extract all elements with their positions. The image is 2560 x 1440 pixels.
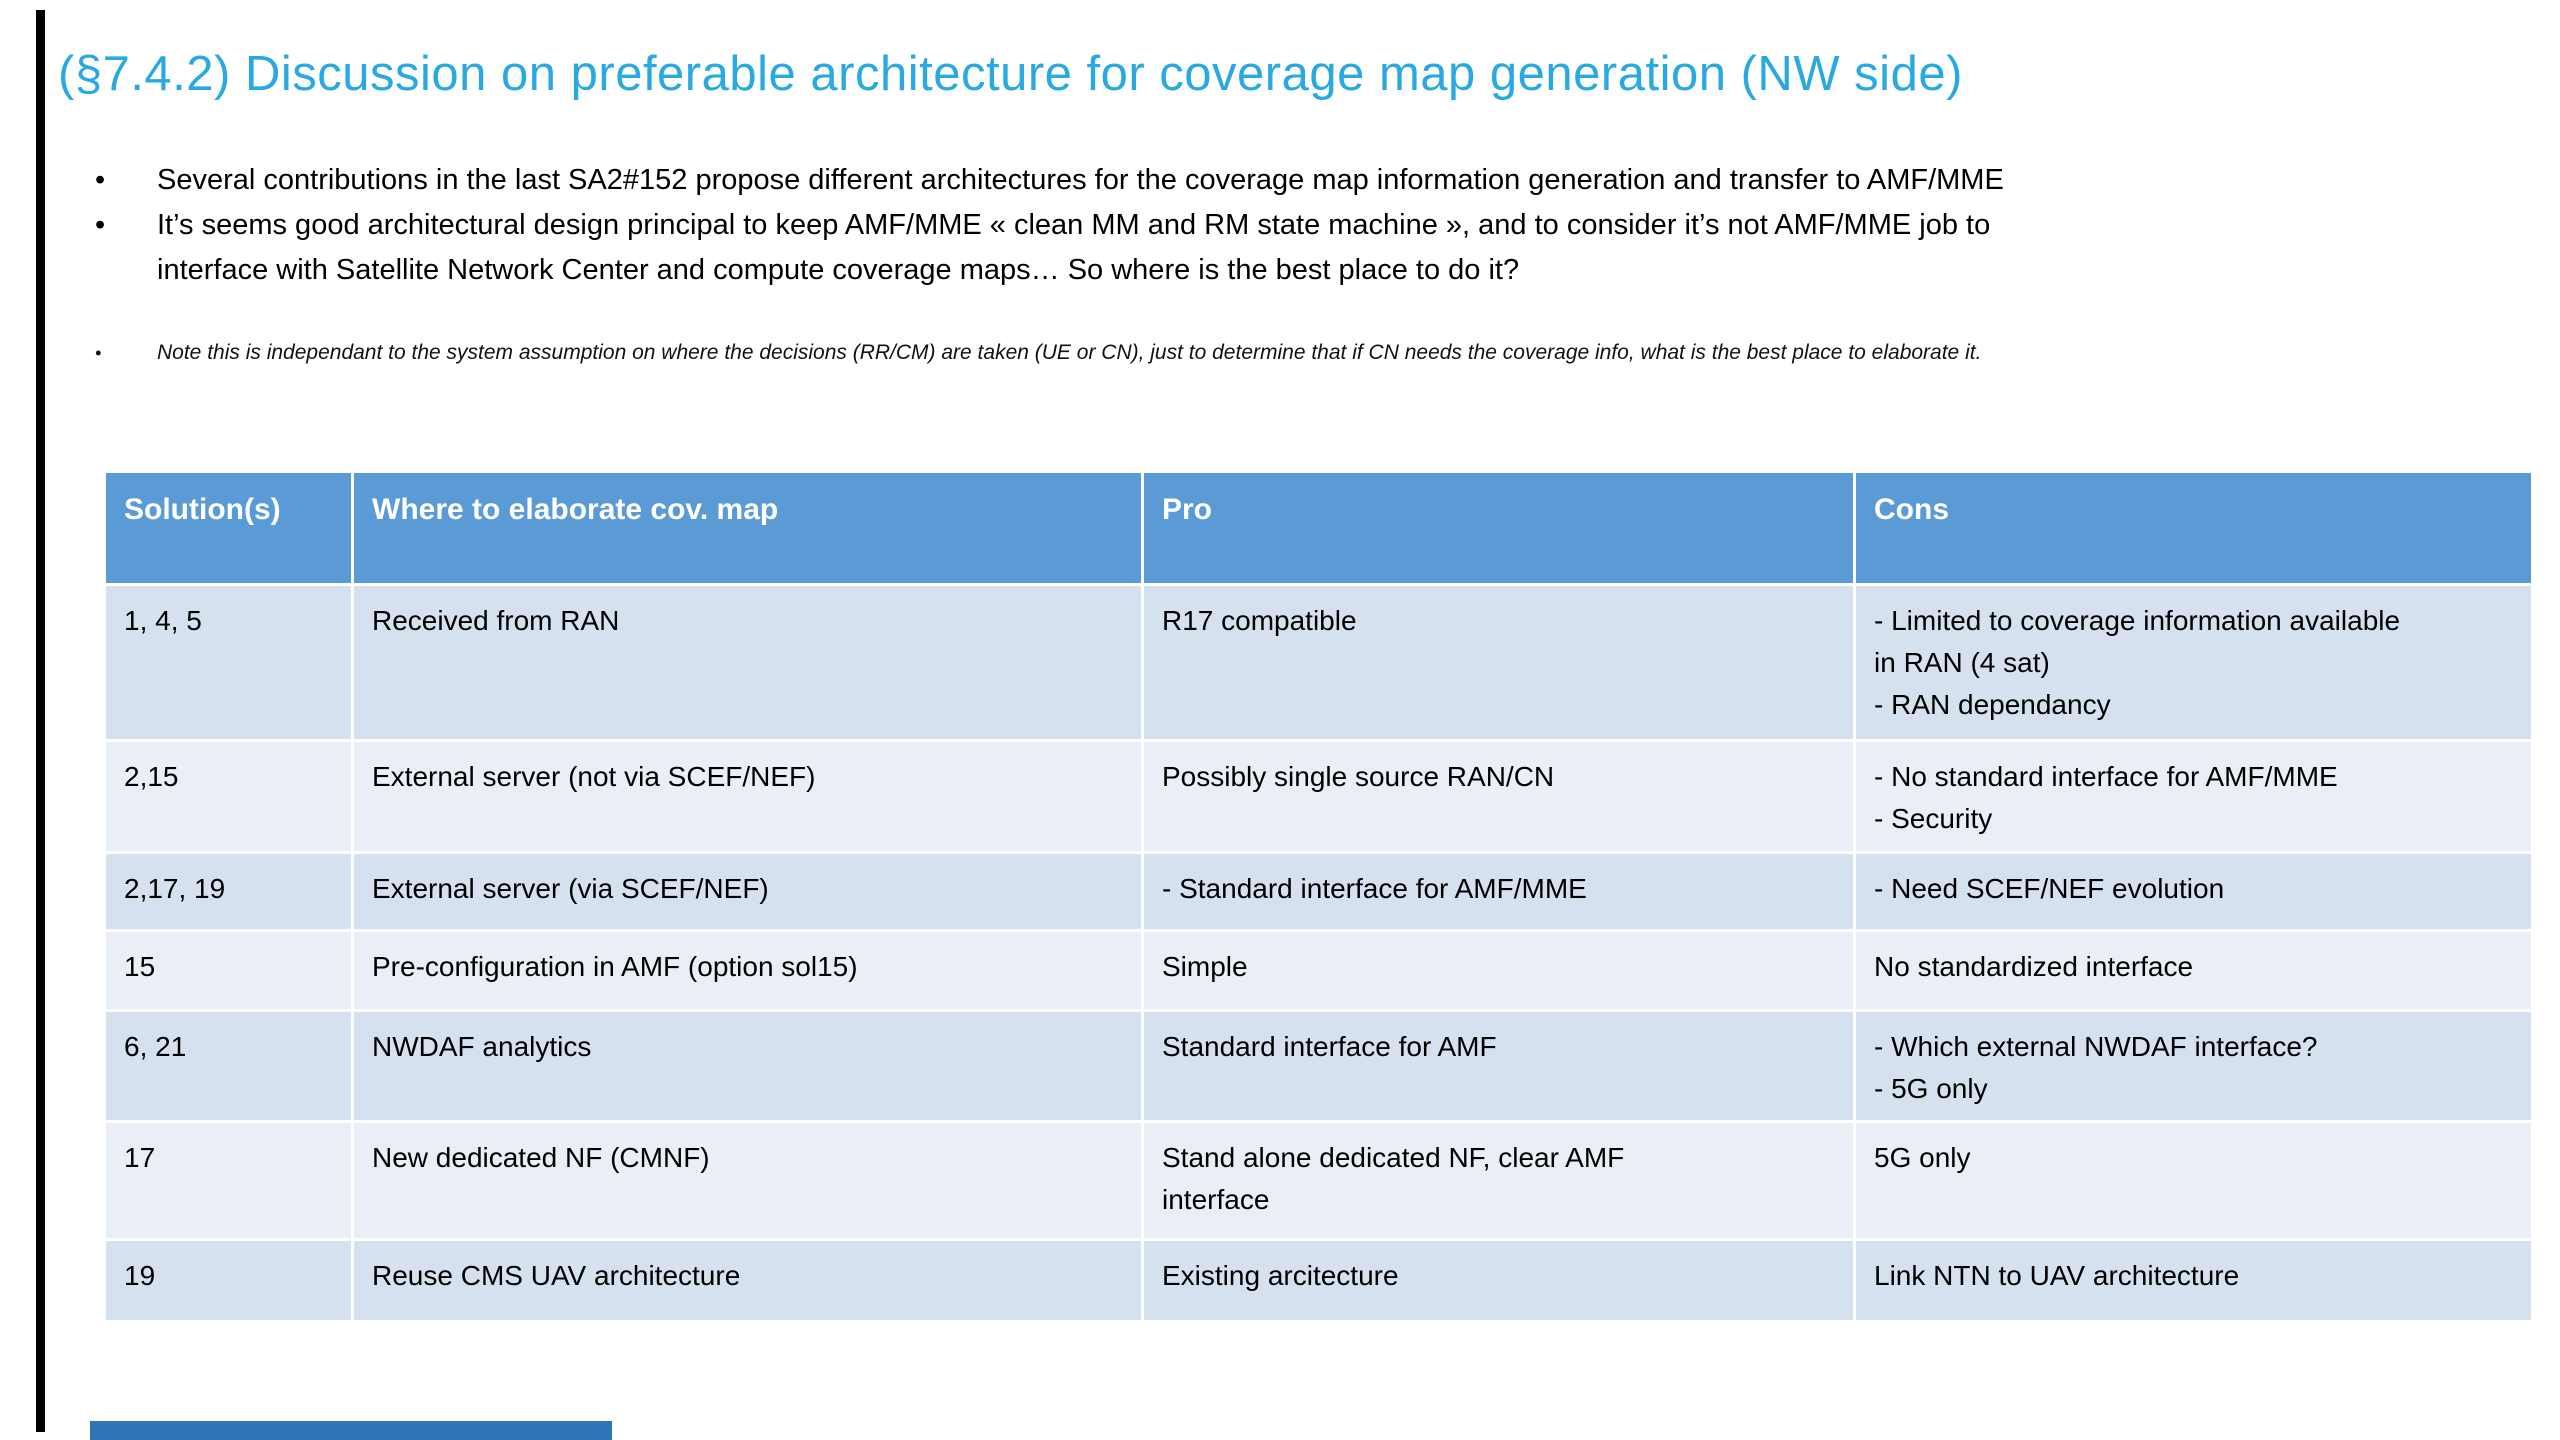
page-title: (§7.4.2) Discussion on preferable archit…	[58, 47, 1963, 101]
cell-cons: No standardized interface	[1853, 929, 2534, 1012]
cell-pro: R17 compatible	[1141, 583, 1856, 742]
cell-where: External server (not via SCEF/NEF)	[351, 739, 1144, 854]
cell-text: Simple	[1162, 951, 1248, 982]
col-header-cons: Cons	[1853, 470, 2534, 586]
left-edge-bar	[36, 10, 45, 1432]
cell-pro: - Standard interface for AMF/MME	[1141, 851, 1856, 932]
cell-text: - Which external NWDAF interface? - 5G o…	[1874, 1031, 2318, 1104]
cell-text: - Standard interface for AMF/MME	[1162, 873, 1587, 904]
bullet-item: • It’s seems good architectural design p…	[95, 203, 2465, 293]
cell-text: Link NTN to UAV architecture	[1874, 1260, 2240, 1291]
cell-text: Possibly single source RAN/CN	[1162, 761, 1555, 792]
cell-text: New dedicated NF (CMNF)	[372, 1142, 710, 1173]
cell-where: NWDAF analytics	[351, 1009, 1144, 1123]
table-row: 19 Reuse CMS UAV architecture Existing a…	[103, 1238, 2534, 1323]
table-row: 15 Pre-configuration in AMF (option sol1…	[103, 929, 2534, 1012]
cell-where: Received from RAN	[351, 583, 1144, 742]
cell-where: Reuse CMS UAV architecture	[351, 1238, 1144, 1323]
cell-pro: Stand alone dedicated NF, clear AMF inte…	[1141, 1120, 1856, 1241]
cell-where: External server (via SCEF/NEF)	[351, 851, 1144, 932]
cell-text: Pre-configuration in AMF (option sol15)	[372, 951, 858, 982]
bullet-dot-icon: •	[95, 343, 102, 363]
col-header-where: Where to elaborate cov. map	[351, 470, 1144, 586]
bullet-dot-icon: •	[95, 208, 106, 241]
col-header-pro: Pro	[1141, 470, 1856, 586]
bottom-accent-bar	[90, 1421, 612, 1440]
cell-pro: Standard interface for AMF	[1141, 1009, 1856, 1123]
cell-text: 17	[124, 1142, 156, 1173]
table-row: 2,15 External server (not via SCEF/NEF) …	[103, 739, 2534, 854]
cell-text: Received from RAN	[372, 605, 620, 636]
cell-solutions: 2,17, 19	[103, 851, 354, 932]
cell-text: 2,15	[124, 761, 179, 792]
col-header-solutions: Solution(s)	[103, 470, 354, 586]
cell-text: External server (via SCEF/NEF)	[372, 873, 769, 904]
cell-where: Pre-configuration in AMF (option sol15)	[351, 929, 1144, 1012]
bullet-item: • Several contributions in the last SA2#…	[95, 158, 2465, 203]
cell-text: 19	[124, 1260, 156, 1291]
cell-text: Stand alone dedicated NF, clear AMF inte…	[1162, 1142, 1625, 1215]
bullet-dot-icon: •	[95, 164, 106, 196]
cell-pro: Possibly single source RAN/CN	[1141, 739, 1856, 854]
cell-text: 5G only	[1874, 1142, 1971, 1173]
cell-text: No standardized interface	[1874, 951, 2194, 982]
cell-solutions: 1, 4, 5	[103, 583, 354, 742]
cell-text: - Need SCEF/NEF evolution	[1874, 873, 2225, 904]
cell-text: 6, 21	[124, 1031, 187, 1062]
cell-solutions: 6, 21	[103, 1009, 354, 1123]
cell-cons: 5G only	[1853, 1120, 2534, 1241]
cell-text: - Limited to coverage information availa…	[1874, 605, 2401, 720]
cell-solutions: 17	[103, 1120, 354, 1241]
cell-text: R17 compatible	[1162, 605, 1357, 636]
table-header-row: Solution(s) Where to elaborate cov. map …	[103, 470, 2534, 586]
cell-text: Reuse CMS UAV architecture	[372, 1260, 741, 1291]
cell-text: 15	[124, 951, 156, 982]
cell-text: Standard interface for AMF	[1162, 1031, 1497, 1062]
cell-pro: Simple	[1141, 929, 1856, 1012]
cell-pro: Existing arcitecture	[1141, 1238, 1856, 1323]
cell-text: NWDAF analytics	[372, 1031, 592, 1062]
cell-text: - No standard interface for AMF/MME - Se…	[1874, 761, 2338, 834]
bullet-text: Several contributions in the last SA2#15…	[157, 164, 2004, 196]
cell-cons: - Limited to coverage information availa…	[1853, 583, 2534, 742]
cell-text: Existing arcitecture	[1162, 1260, 1399, 1291]
bullet-list: • Several contributions in the last SA2#…	[95, 158, 2465, 293]
cell-cons: - No standard interface for AMF/MME - Se…	[1853, 739, 2534, 854]
solutions-table: Solution(s) Where to elaborate cov. map …	[103, 470, 2534, 1323]
table-row: 6, 21 NWDAF analytics Standard interface…	[103, 1009, 2534, 1123]
cell-solutions: 2,15	[103, 739, 354, 854]
table-row: 2,17, 19 External server (via SCEF/NEF) …	[103, 851, 2534, 932]
cell-text: 1, 4, 5	[124, 605, 202, 636]
bullet-text: It’s seems good architectural design pri…	[157, 208, 1991, 286]
table-row: 1, 4, 5 Received from RAN R17 compatible…	[103, 583, 2534, 742]
cell-where: New dedicated NF (CMNF)	[351, 1120, 1144, 1241]
note-item: • Note this is independant to the system…	[95, 338, 2465, 367]
table-row: 17 New dedicated NF (CMNF) Stand alone d…	[103, 1120, 2534, 1241]
note-text: Note this is independant to the system a…	[157, 341, 1982, 364]
cell-cons: Link NTN to UAV architecture	[1853, 1238, 2534, 1323]
cell-text: 2,17, 19	[124, 873, 226, 904]
cell-text: External server (not via SCEF/NEF)	[372, 761, 816, 792]
cell-solutions: 15	[103, 929, 354, 1012]
cell-cons: - Which external NWDAF interface? - 5G o…	[1853, 1009, 2534, 1123]
cell-solutions: 19	[103, 1238, 354, 1323]
cell-cons: - Need SCEF/NEF evolution	[1853, 851, 2534, 932]
